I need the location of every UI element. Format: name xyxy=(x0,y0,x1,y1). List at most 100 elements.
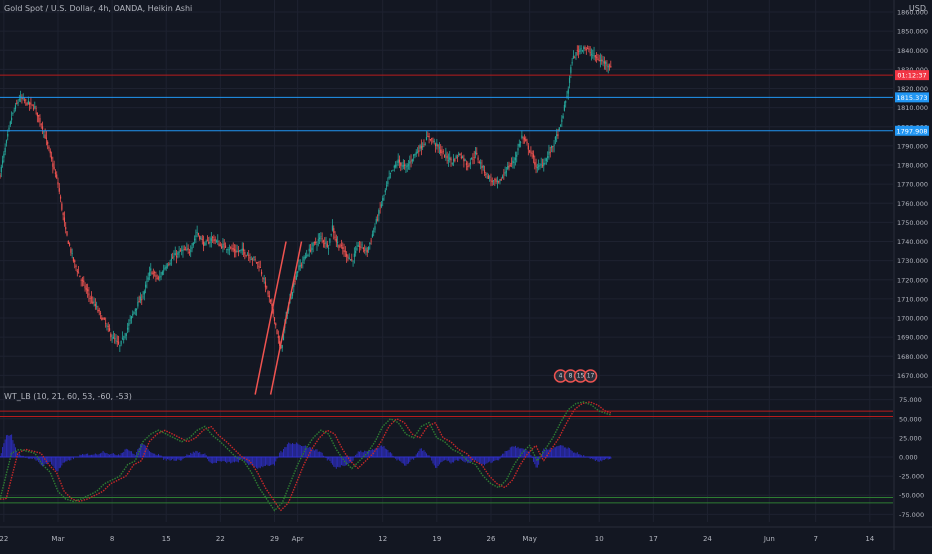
candle-body xyxy=(352,260,354,262)
candle-body xyxy=(193,238,196,241)
candle-body xyxy=(607,66,609,68)
candle-body xyxy=(145,284,147,288)
candle-body xyxy=(173,256,175,257)
candle-body xyxy=(179,250,182,252)
candle-body xyxy=(297,271,299,274)
candle-body xyxy=(541,165,544,167)
candle-body xyxy=(456,157,459,159)
candle-body xyxy=(327,248,330,249)
candle-body xyxy=(160,275,162,277)
candle-body xyxy=(588,48,590,50)
candle-body xyxy=(514,157,517,161)
candle-body xyxy=(133,311,135,314)
candle-body xyxy=(128,323,130,326)
candle-body xyxy=(562,115,564,118)
candle-body xyxy=(414,153,416,156)
candle-body xyxy=(364,249,366,251)
candle-body xyxy=(432,140,434,142)
indicator-tick-label: 0.000 xyxy=(899,454,918,462)
candle-body xyxy=(489,176,491,178)
candle-body xyxy=(411,159,413,162)
candle-body xyxy=(307,255,309,257)
price-tick-label: 1780.000 xyxy=(897,162,928,170)
candle-body xyxy=(517,148,519,151)
candle-body xyxy=(222,244,224,248)
candle-body xyxy=(1,160,4,164)
candle-body xyxy=(228,249,230,251)
candle-body xyxy=(191,247,193,250)
candle-body xyxy=(527,145,529,150)
time-tick-label: 12 xyxy=(378,535,387,543)
candle-body xyxy=(155,275,157,277)
candle-body xyxy=(124,336,126,338)
candle-body xyxy=(366,249,368,253)
candle-body xyxy=(188,252,191,253)
candle-body xyxy=(361,244,363,246)
candle-body xyxy=(36,112,38,117)
candle-body xyxy=(89,298,91,299)
price-level-tag-label: 01:12:37 xyxy=(897,72,926,80)
candle-body xyxy=(402,165,404,167)
candle-body xyxy=(351,259,353,261)
candle-body xyxy=(293,282,295,288)
candle-body xyxy=(87,289,89,292)
candle-body xyxy=(370,240,372,242)
candle-body xyxy=(108,328,111,331)
event-badge-label: 8 xyxy=(569,373,573,380)
candle-body xyxy=(117,341,120,344)
candle-body xyxy=(467,166,469,167)
candle-body xyxy=(410,160,412,162)
candle-body xyxy=(27,100,29,104)
candle-body xyxy=(240,249,242,251)
candle-body xyxy=(602,60,604,62)
candle-body xyxy=(277,335,279,339)
candle-body xyxy=(340,245,343,246)
price-tick-label: 1690.000 xyxy=(897,334,928,342)
candle-body xyxy=(391,170,393,172)
candle-body xyxy=(161,271,163,275)
candle-body xyxy=(237,251,239,252)
candle-body xyxy=(99,312,102,314)
candle-body xyxy=(276,329,278,335)
candle-body xyxy=(26,103,28,106)
candle-body xyxy=(40,124,42,126)
candle-body xyxy=(532,154,535,158)
candle-body xyxy=(262,277,264,279)
candle-body xyxy=(177,252,179,255)
candle-body xyxy=(116,341,118,342)
candle-body xyxy=(71,253,73,254)
candle-body xyxy=(70,248,72,253)
candle-body xyxy=(392,169,394,171)
candle-body xyxy=(268,295,270,298)
candle-body xyxy=(218,243,220,247)
candle-body xyxy=(294,281,296,283)
price-level-tag-label: 1815.373 xyxy=(896,94,927,102)
candle-body xyxy=(407,164,410,166)
candle-body xyxy=(458,153,460,156)
event-badge-label: 4 xyxy=(559,373,563,380)
candle-body xyxy=(605,61,607,64)
candle-body xyxy=(343,250,345,253)
candle-body xyxy=(450,158,452,161)
price-tick-label: 1740.000 xyxy=(897,238,928,246)
candle-body xyxy=(154,272,156,273)
candle-body xyxy=(445,153,447,155)
candle-body xyxy=(244,251,246,255)
candle-body xyxy=(320,236,322,238)
candle-body xyxy=(349,259,352,261)
candle-body xyxy=(253,257,255,259)
candle-body xyxy=(90,297,93,299)
candle-body xyxy=(260,271,263,275)
candle-body xyxy=(507,165,509,169)
candle-body xyxy=(471,157,473,160)
currency-label: USD xyxy=(908,4,926,13)
candle-body xyxy=(10,117,13,121)
candle-body xyxy=(110,333,112,338)
price-level-tag xyxy=(895,70,929,81)
candle-body xyxy=(597,58,599,61)
time-tick-label: Jun xyxy=(763,535,775,543)
candle-body xyxy=(47,141,49,145)
candle-body xyxy=(123,338,125,340)
candle-body xyxy=(49,150,51,154)
